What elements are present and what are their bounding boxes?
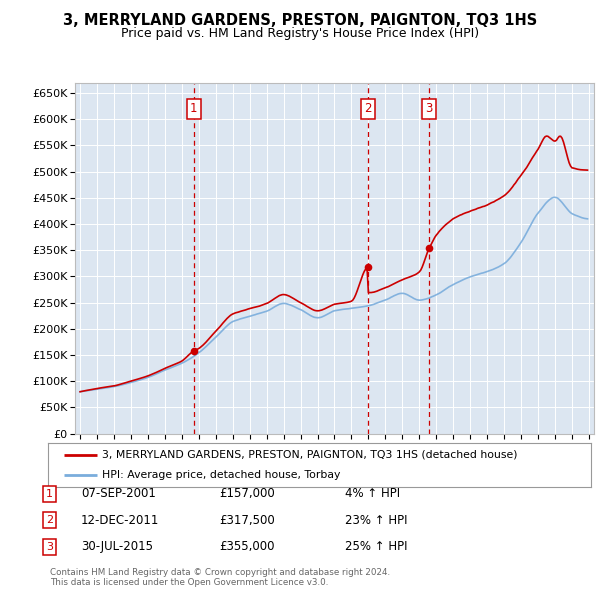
Text: £157,000: £157,000 — [219, 487, 275, 500]
Text: Price paid vs. HM Land Registry's House Price Index (HPI): Price paid vs. HM Land Registry's House … — [121, 27, 479, 40]
Text: 12-DEC-2011: 12-DEC-2011 — [81, 514, 160, 527]
Text: HPI: Average price, detached house, Torbay: HPI: Average price, detached house, Torb… — [102, 470, 341, 480]
Text: 2: 2 — [46, 516, 53, 525]
Text: Contains HM Land Registry data © Crown copyright and database right 2024.
This d: Contains HM Land Registry data © Crown c… — [50, 568, 390, 587]
Text: 2: 2 — [364, 102, 371, 115]
Text: 3, MERRYLAND GARDENS, PRESTON, PAIGNTON, TQ3 1HS (detached house): 3, MERRYLAND GARDENS, PRESTON, PAIGNTON,… — [102, 450, 518, 460]
Text: 07-SEP-2001: 07-SEP-2001 — [81, 487, 156, 500]
Text: 1: 1 — [190, 102, 197, 115]
Text: 23% ↑ HPI: 23% ↑ HPI — [345, 514, 407, 527]
Text: 3: 3 — [425, 102, 433, 115]
Text: 3: 3 — [46, 542, 53, 552]
Text: 3, MERRYLAND GARDENS, PRESTON, PAIGNTON, TQ3 1HS: 3, MERRYLAND GARDENS, PRESTON, PAIGNTON,… — [63, 13, 537, 28]
Text: 1: 1 — [46, 489, 53, 499]
Text: 30-JUL-2015: 30-JUL-2015 — [81, 540, 153, 553]
Text: 4% ↑ HPI: 4% ↑ HPI — [345, 487, 400, 500]
Text: £317,500: £317,500 — [219, 514, 275, 527]
Text: £355,000: £355,000 — [219, 540, 275, 553]
Text: 25% ↑ HPI: 25% ↑ HPI — [345, 540, 407, 553]
